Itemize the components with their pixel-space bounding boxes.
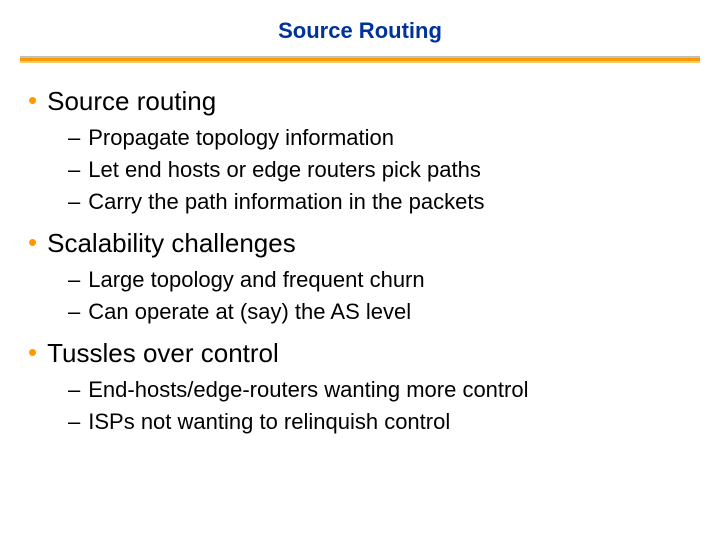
divider-line-bot bbox=[20, 61, 700, 63]
sub-item: – Let end hosts or edge routers pick pat… bbox=[68, 155, 700, 185]
bullet-item: • Tussles over control bbox=[28, 337, 700, 369]
sub-label: Propagate topology information bbox=[88, 123, 394, 153]
bullet-label: Source routing bbox=[47, 85, 216, 117]
bullet-label: Tussles over control bbox=[47, 337, 279, 369]
bullet-item: • Scalability challenges bbox=[28, 227, 700, 259]
bullet-icon: • bbox=[28, 337, 37, 367]
sub-item: – Carry the path information in the pack… bbox=[68, 187, 700, 217]
dash-icon: – bbox=[68, 297, 80, 327]
title-divider bbox=[20, 56, 700, 63]
bullet-icon: • bbox=[28, 85, 37, 115]
sub-item: – Propagate topology information bbox=[68, 123, 700, 153]
sub-item: – End-hosts/edge-routers wanting more co… bbox=[68, 375, 700, 405]
dash-icon: – bbox=[68, 407, 80, 437]
sub-label: Let end hosts or edge routers pick paths bbox=[88, 155, 481, 185]
bullet-icon: • bbox=[28, 227, 37, 257]
sub-label: Large topology and frequent churn bbox=[88, 265, 424, 295]
dash-icon: – bbox=[68, 155, 80, 185]
sub-list: – End-hosts/edge-routers wanting more co… bbox=[28, 375, 700, 437]
sub-label: Carry the path information in the packet… bbox=[88, 187, 484, 217]
sub-label: End-hosts/edge-routers wanting more cont… bbox=[88, 375, 528, 405]
sub-item: – ISPs not wanting to relinquish control bbox=[68, 407, 700, 437]
bullet-item: • Source routing bbox=[28, 85, 700, 117]
sub-list: – Large topology and frequent churn – Ca… bbox=[28, 265, 700, 327]
dash-icon: – bbox=[68, 375, 80, 405]
slide-title: Source Routing bbox=[20, 18, 700, 44]
dash-icon: – bbox=[68, 123, 80, 153]
slide-content: • Source routing – Propagate topology in… bbox=[20, 85, 700, 437]
sub-list: – Propagate topology information – Let e… bbox=[28, 123, 700, 217]
bullet-label: Scalability challenges bbox=[47, 227, 296, 259]
sub-label: ISPs not wanting to relinquish control bbox=[88, 407, 450, 437]
dash-icon: – bbox=[68, 187, 80, 217]
sub-item: – Large topology and frequent churn bbox=[68, 265, 700, 295]
dash-icon: – bbox=[68, 265, 80, 295]
sub-label: Can operate at (say) the AS level bbox=[88, 297, 411, 327]
slide-container: Source Routing • Source routing – Propag… bbox=[0, 0, 720, 540]
sub-item: – Can operate at (say) the AS level bbox=[68, 297, 700, 327]
